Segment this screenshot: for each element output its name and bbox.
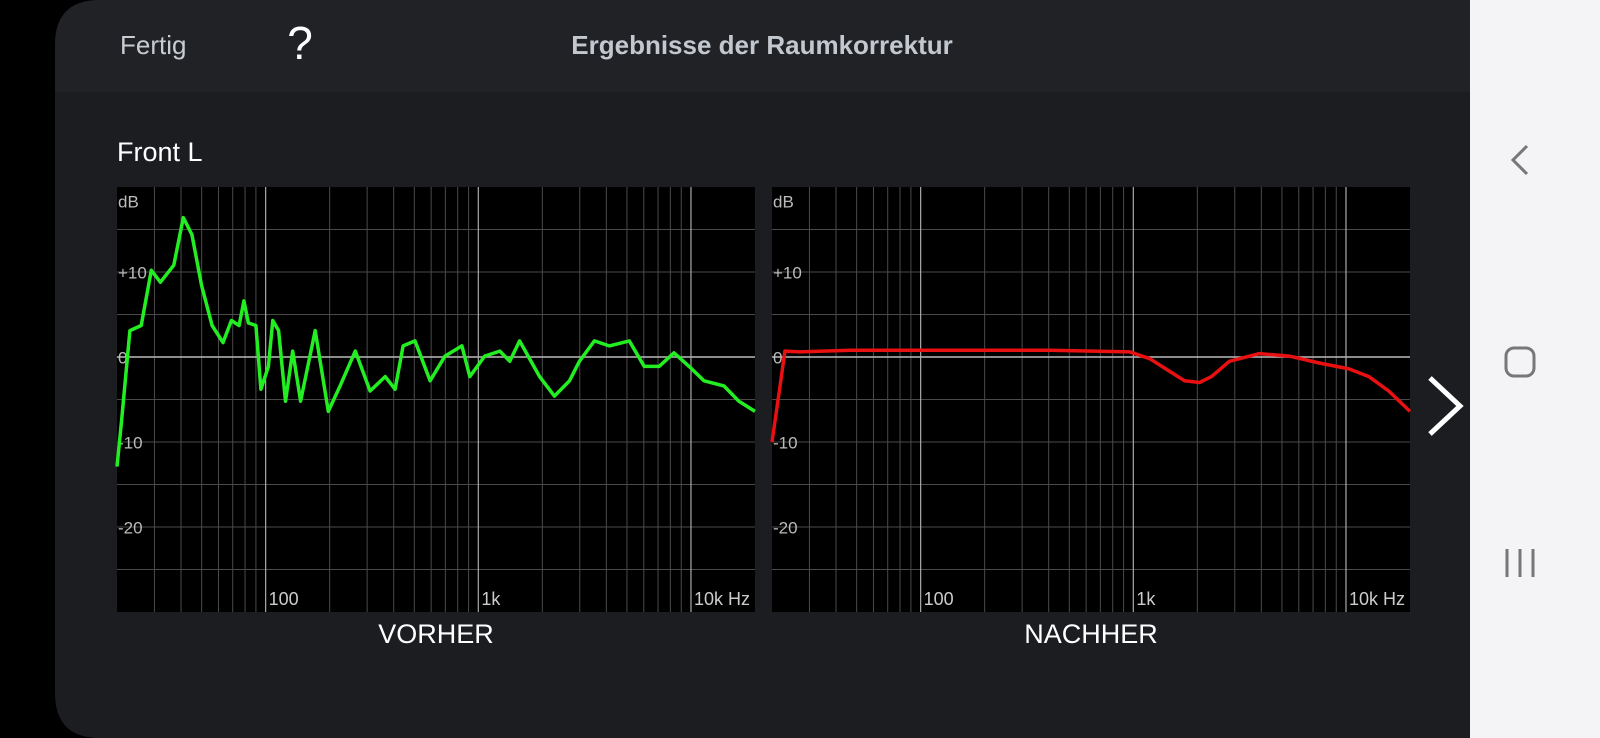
chart-title: NACHHER xyxy=(1024,619,1158,649)
x-tick-label: 100 xyxy=(924,589,954,609)
y-axis-label: dB xyxy=(118,192,139,211)
y-tick-label: -20 xyxy=(118,518,143,537)
x-tick-label: 1k xyxy=(481,589,501,609)
y-tick-label: +10 xyxy=(118,263,147,282)
y-tick-label: -20 xyxy=(773,518,798,537)
y-tick-label: +10 xyxy=(773,263,802,282)
y-tick-label: -10 xyxy=(773,433,798,452)
nav-recent[interactable] xyxy=(1505,549,1535,577)
y-axis-label: dB xyxy=(773,192,794,211)
y-tick-label: 0 xyxy=(118,348,127,367)
next-arrow[interactable] xyxy=(1428,376,1464,436)
chart-title: VORHER xyxy=(378,619,494,649)
done-button[interactable]: Fertig xyxy=(120,30,186,60)
data-line xyxy=(115,215,756,467)
header-bar xyxy=(55,0,1470,92)
section-title: Front L xyxy=(117,137,203,167)
page-title: Ergebnisse der Raumkorrektur xyxy=(571,30,952,60)
y-tick-label: 0 xyxy=(773,348,782,367)
x-tick-label: 10k Hz xyxy=(694,589,750,609)
nav-back[interactable] xyxy=(1510,144,1529,176)
data-line xyxy=(770,348,1412,443)
x-tick-label: 100 xyxy=(269,589,299,609)
x-tick-label: 1k xyxy=(1136,589,1156,609)
x-tick-label: 10k Hz xyxy=(1349,589,1405,609)
y-tick-label: -10 xyxy=(118,433,143,452)
nav-home[interactable] xyxy=(1504,346,1536,378)
help-button[interactable]: ? xyxy=(287,17,313,69)
